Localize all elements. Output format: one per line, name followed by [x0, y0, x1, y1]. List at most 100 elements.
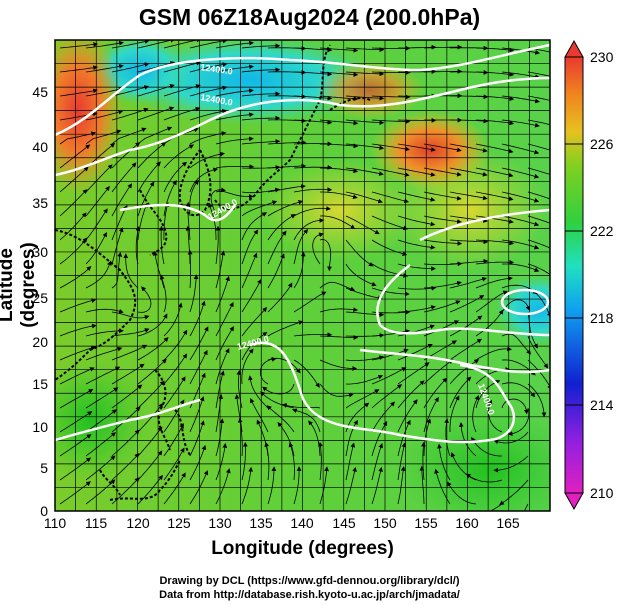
- streamline: [397, 362, 430, 385]
- streamline: [423, 300, 461, 313]
- streamline: [241, 229, 259, 265]
- streamline: [345, 374, 384, 385]
- y-tick: 30: [32, 244, 48, 260]
- streamline: [264, 441, 270, 481]
- streamline: [241, 466, 254, 505]
- streamline: [423, 239, 463, 246]
- streamline: [450, 118, 489, 124]
- streamline: [189, 444, 207, 481]
- streamline: [111, 363, 145, 385]
- streamline: [137, 358, 167, 385]
- streamline: [163, 60, 202, 73]
- streamline: [111, 62, 150, 73]
- streamline: [527, 359, 550, 390]
- streamline: [215, 348, 230, 385]
- streamline: [137, 202, 148, 241]
- streamline: [320, 191, 358, 199]
- streamline: [111, 453, 140, 481]
- streamline: [397, 239, 436, 250]
- streamline: [397, 324, 435, 337]
- streamline: [345, 119, 385, 126]
- streamline: [345, 143, 385, 151]
- streamline: [137, 142, 167, 169]
- streamline: [159, 274, 167, 313]
- streamline: [137, 403, 164, 433]
- streamline: [293, 47, 333, 53]
- streamline: [137, 61, 176, 73]
- streamline: [59, 323, 97, 337]
- streamline: [475, 167, 514, 178]
- colorbar-label: 226: [590, 136, 614, 152]
- streamline: [527, 143, 550, 151]
- streamline: [471, 436, 502, 457]
- streamline: [59, 367, 95, 385]
- streamline: [277, 421, 295, 457]
- x-tick: 150: [373, 515, 397, 531]
- streamline: [215, 136, 254, 145]
- y-tick: 40: [32, 139, 48, 155]
- streamline: [420, 441, 426, 481]
- x-tick: 115: [85, 515, 108, 531]
- y-tick: 20: [32, 334, 48, 350]
- streamline: [152, 250, 165, 289]
- streamline: [111, 477, 140, 505]
- streamline: [241, 278, 262, 313]
- streamline: [215, 88, 254, 97]
- streamline: [523, 503, 529, 511]
- streamline: [288, 442, 295, 481]
- contour-label: 12400.0: [200, 62, 234, 76]
- streamline: [475, 239, 515, 246]
- streamline: [59, 42, 99, 49]
- streamline: [397, 167, 436, 177]
- streamline: [501, 119, 540, 128]
- streamline: [475, 47, 515, 53]
- streamline: [158, 225, 165, 265]
- streamline: [111, 40, 150, 49]
- streamline: [423, 280, 462, 289]
- streamline: [293, 165, 333, 170]
- streamline: [423, 167, 462, 177]
- plot-frame: [54, 39, 551, 512]
- streamline: [137, 84, 175, 97]
- streamline: [501, 167, 540, 179]
- streamline: [59, 212, 87, 241]
- streamline: [85, 129, 122, 145]
- streamline: [267, 253, 285, 289]
- streamline: [241, 139, 281, 145]
- streamline: [85, 409, 117, 433]
- streamline: [446, 481, 477, 505]
- streamline: [137, 474, 163, 505]
- streamline: [293, 466, 302, 505]
- streamline: [59, 457, 92, 481]
- x-tick: 110: [44, 515, 67, 531]
- streamline: [59, 298, 97, 313]
- streamline: [111, 251, 123, 289]
- streamline: [501, 143, 540, 155]
- streamline: [241, 252, 258, 289]
- streamline: [345, 311, 385, 318]
- streamline: [319, 95, 359, 102]
- y-tick: 10: [32, 419, 48, 435]
- streamline: [267, 214, 296, 241]
- streamline: [241, 43, 281, 49]
- streamline: [59, 481, 91, 505]
- streamline: [475, 346, 512, 361]
- streamline: [502, 263, 540, 272]
- streamline: [449, 258, 489, 265]
- streamline: [437, 443, 451, 481]
- streamline: [527, 311, 538, 349]
- streamline: [397, 380, 425, 409]
- streamline: [371, 420, 388, 457]
- streamline: [371, 287, 410, 297]
- streamlines: [59, 40, 550, 511]
- streamline: [189, 131, 227, 145]
- streamline: [260, 391, 295, 409]
- streamline: [293, 228, 309, 265]
- streamline: [501, 359, 536, 376]
- streamline: [319, 359, 358, 371]
- streamline: [241, 212, 268, 241]
- streamline: [423, 191, 462, 201]
- streamline: [137, 126, 173, 145]
- streamline: [250, 398, 269, 433]
- streamline: [319, 167, 359, 174]
